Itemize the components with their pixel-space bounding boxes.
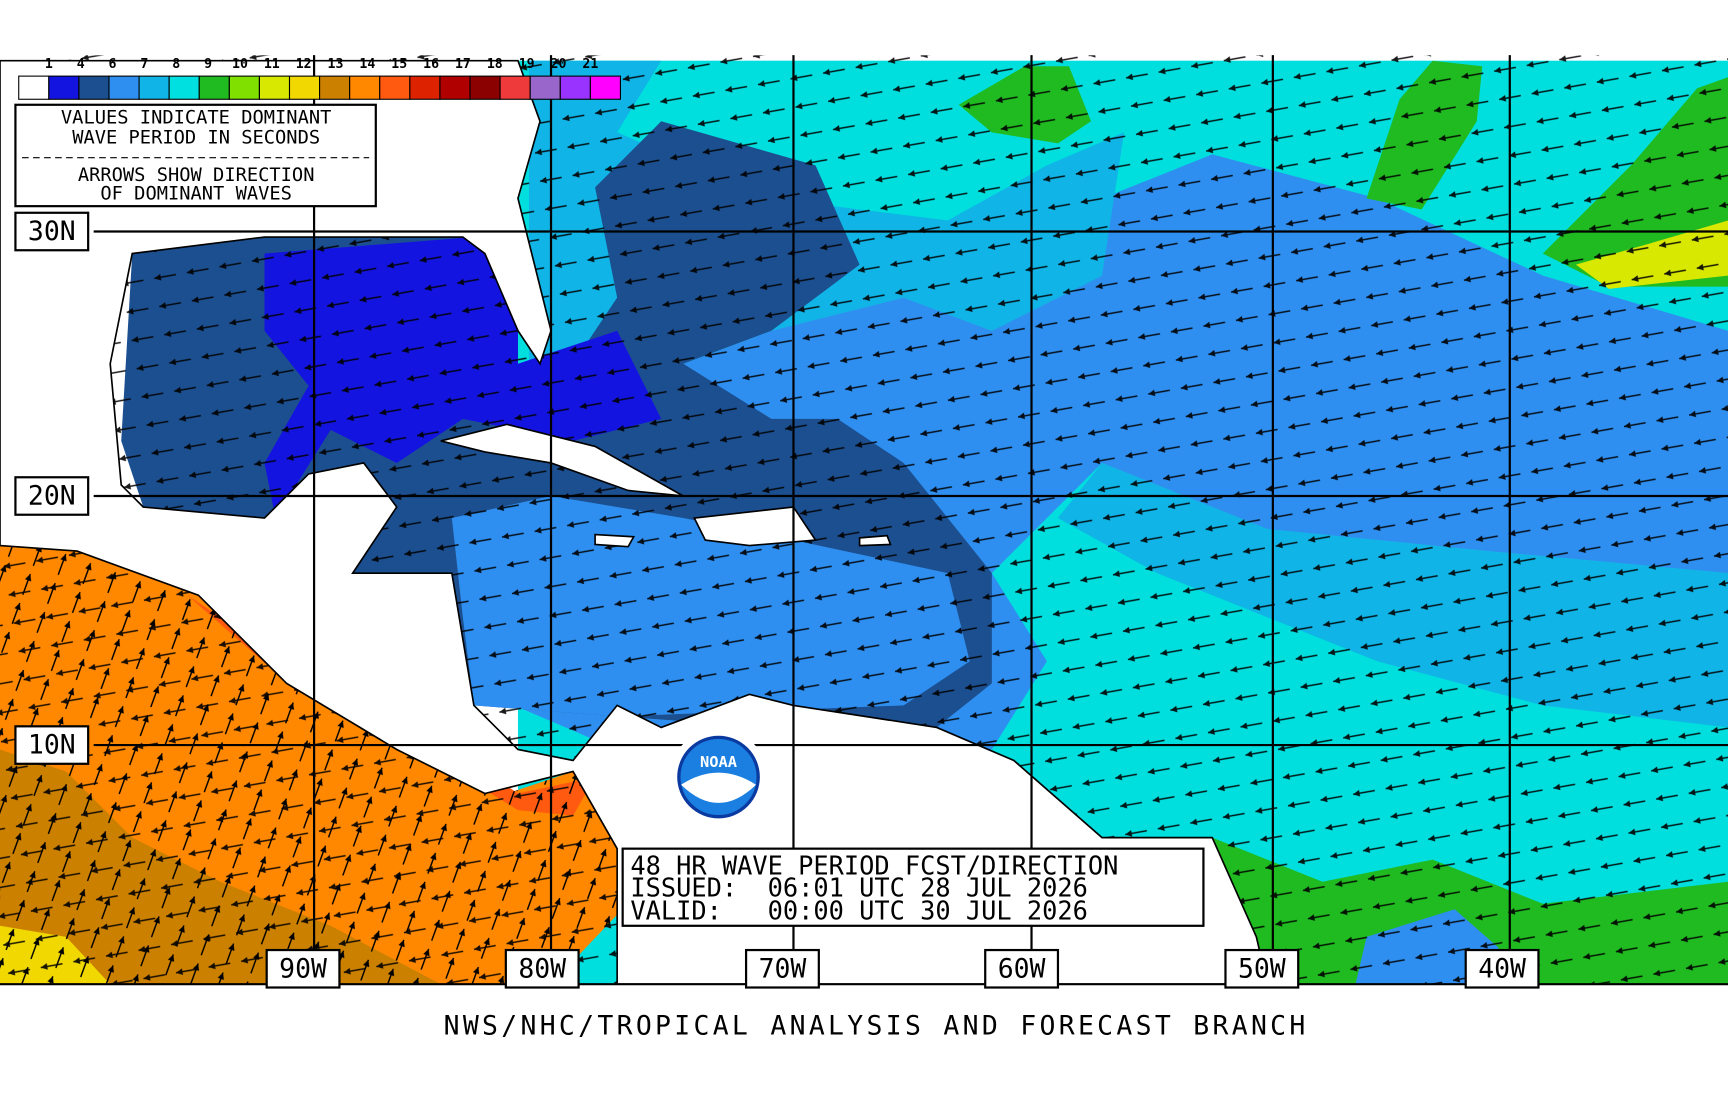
- notes-box: VALUES INDICATE DOMINANT WAVE PERIOD IN …: [14, 103, 377, 208]
- label-box: [14, 725, 90, 765]
- hispaniola: [693, 506, 817, 547]
- legend-swatch: [349, 75, 381, 100]
- legend-label: 11: [264, 57, 280, 72]
- legend-label: 18: [487, 57, 503, 72]
- note: OF DOMINANT WAVES: [100, 184, 292, 205]
- legend-swatch: [499, 75, 531, 100]
- graticule: [0, 55, 1728, 986]
- legend-label: 21: [582, 57, 598, 72]
- legend-swatch: [589, 75, 622, 100]
- note: WAVE PERIOD IN SECONDS: [72, 127, 320, 148]
- footer: NWS/NHC/TROPICAL ANALYSIS AND FORECAST B…: [444, 1011, 1309, 1042]
- label-box: [265, 948, 341, 989]
- legend-label: 6: [109, 57, 117, 72]
- legend-label: 12: [296, 57, 312, 72]
- legend-label: 19: [519, 57, 535, 72]
- notes-frame: [14, 103, 377, 208]
- label-box: [744, 948, 820, 989]
- label-box: [984, 948, 1060, 989]
- label-box: [1224, 948, 1300, 989]
- lat-label: 20N: [28, 481, 76, 512]
- legend-swatch: [379, 75, 411, 100]
- lat-label: 30N: [28, 216, 76, 247]
- legend-swatch: [108, 75, 140, 100]
- label-box: [504, 948, 580, 989]
- legend-label: 20: [551, 57, 567, 72]
- legend-swatch: [198, 75, 230, 100]
- label-box: [1464, 948, 1540, 989]
- land: [0, 59, 1269, 986]
- logo-bird: [681, 772, 756, 803]
- lon-label: 90W: [279, 953, 327, 984]
- legend-swatch: [258, 75, 291, 100]
- legend-swatch: [529, 75, 561, 100]
- lon-label: 80W: [518, 953, 566, 984]
- lon-label: 40W: [1478, 953, 1526, 984]
- legend-label: 1: [45, 57, 53, 72]
- legend-swatch: [288, 75, 321, 100]
- forecast-frame: [621, 847, 1205, 927]
- legend-swatch: [469, 75, 501, 100]
- logo-text: NOAA: [700, 753, 738, 771]
- forecast-box: 48 HR WAVE PERIOD FCST/DIRECTION ISSUED:…: [621, 847, 1205, 927]
- legend-label: 16: [423, 57, 439, 72]
- forecast-issued: ISSUED: 06:01 UTC 28 JUL 2026: [630, 872, 1087, 902]
- lat-label-boxes: [14, 211, 90, 765]
- label-box: [14, 211, 90, 252]
- note: VALUES INDICATE DOMINANT: [61, 108, 331, 129]
- legend: 1 4 6 7 8 9 10 11 12 13 14 15 16 17 18 19 20 21: [18, 57, 622, 100]
- lat-label: 10N: [28, 730, 76, 761]
- legend-label: 9: [204, 57, 212, 72]
- lon-label: 70W: [759, 953, 807, 984]
- lon-label: 50W: [1238, 953, 1286, 984]
- wave-field: [0, 55, 1728, 985]
- lon-label-boxes: [265, 948, 1540, 989]
- legend-swatch: [409, 75, 441, 100]
- label-box: [14, 476, 90, 516]
- legend-label: 14: [359, 57, 375, 72]
- forecast-title: 48 HR WAVE PERIOD FCST/DIRECTION: [630, 850, 1118, 880]
- wave-arrows-pacific: [0, 545, 618, 985]
- legend-swatch: [439, 75, 471, 100]
- continent: [0, 59, 1269, 986]
- legend-swatch: [78, 75, 110, 100]
- legend-label: 17: [455, 57, 471, 72]
- legend-swatch: [48, 75, 80, 100]
- legend-label: 7: [140, 57, 148, 72]
- top-margin: [0, 0, 1728, 56]
- noaa-logo: NOAA: [670, 728, 768, 826]
- legend-label: 8: [172, 57, 180, 72]
- legend-label: 10: [232, 57, 248, 72]
- legend-swatch: [18, 75, 50, 100]
- legend-swatch: [138, 75, 170, 100]
- legend-label: 15: [391, 57, 407, 72]
- lon-label: 60W: [998, 953, 1046, 984]
- forecast-valid: VALID: 00:00 UTC 30 JUL 2026: [630, 896, 1087, 926]
- legend-swatch: [168, 75, 200, 100]
- legend-swatch: [319, 75, 351, 100]
- puerto-rico: [858, 534, 892, 547]
- legend-swatch: [559, 75, 591, 100]
- legend-label: 4: [77, 57, 85, 72]
- legend-swatch: [228, 75, 260, 100]
- note: ARROWS SHOW DIRECTION: [78, 165, 315, 186]
- legend-label: 13: [328, 57, 344, 72]
- cuba: [440, 423, 684, 497]
- jamaica: [594, 533, 636, 548]
